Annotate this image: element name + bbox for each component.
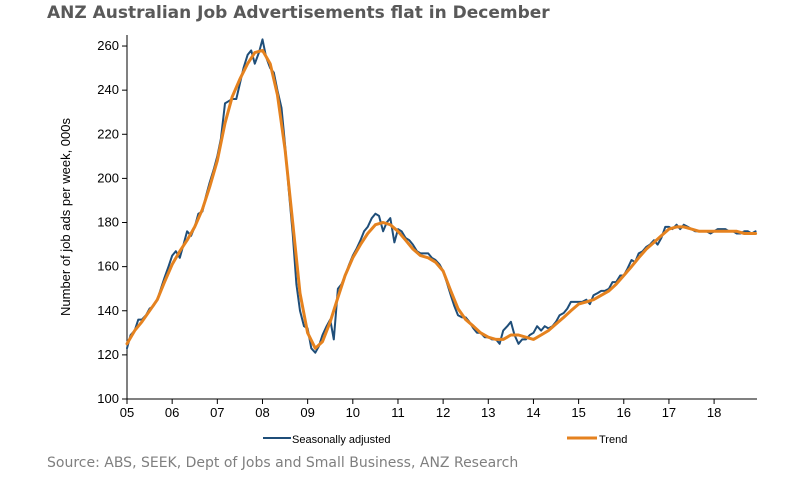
x-tick-label: 17 (662, 405, 676, 420)
y-tick-label: 140 (97, 303, 119, 318)
x-tick-label: 14 (526, 405, 540, 420)
legend-label-trend: Trend (599, 434, 627, 446)
x-tick-label: 08 (255, 405, 269, 420)
source-note: Source: ABS, SEEK, Dept of Jobs and Smal… (47, 455, 519, 471)
chart-title: ANZ Australian Job Advertisements flat i… (47, 3, 550, 23)
x-tick-label: 16 (617, 405, 631, 420)
x-tick-label: 10 (346, 405, 360, 420)
y-tick-label: 200 (97, 170, 119, 185)
x-tick-label: 11 (391, 405, 405, 420)
y-tick-label: 120 (97, 347, 119, 362)
x-tick-label: 05 (120, 405, 134, 420)
series-layer (125, 38, 758, 354)
y-axis-label: Number of job ads per week, 000s (58, 118, 73, 316)
plot-area (127, 35, 757, 399)
y-axis: 100 120 140 160 180 200 220 240 260 (97, 38, 127, 406)
series-line-trend (125, 48, 758, 350)
y-tick-label: 240 (97, 82, 119, 97)
y-tick-label: 160 (97, 259, 119, 274)
legend: Seasonally adjusted Trend (263, 434, 627, 446)
x-tick-label: 07 (210, 405, 224, 420)
y-tick-label: 260 (97, 38, 119, 53)
y-tick-label: 180 (97, 215, 119, 230)
x-tick-label: 12 (436, 405, 450, 420)
x-tick-label: 18 (707, 405, 721, 420)
y-tick-label: 100 (97, 391, 119, 406)
x-tick-label: 09 (300, 405, 314, 420)
legend-label-seasonally-adjusted: Seasonally adjusted (292, 434, 390, 446)
y-tick-label: 220 (97, 126, 119, 141)
x-tick-label: 15 (571, 405, 585, 420)
x-tick-label: 06 (165, 405, 179, 420)
x-tick-label: 13 (481, 405, 495, 420)
x-axis: 05 06 07 08 09 10 11 12 13 14 15 16 17 18 (120, 399, 721, 420)
